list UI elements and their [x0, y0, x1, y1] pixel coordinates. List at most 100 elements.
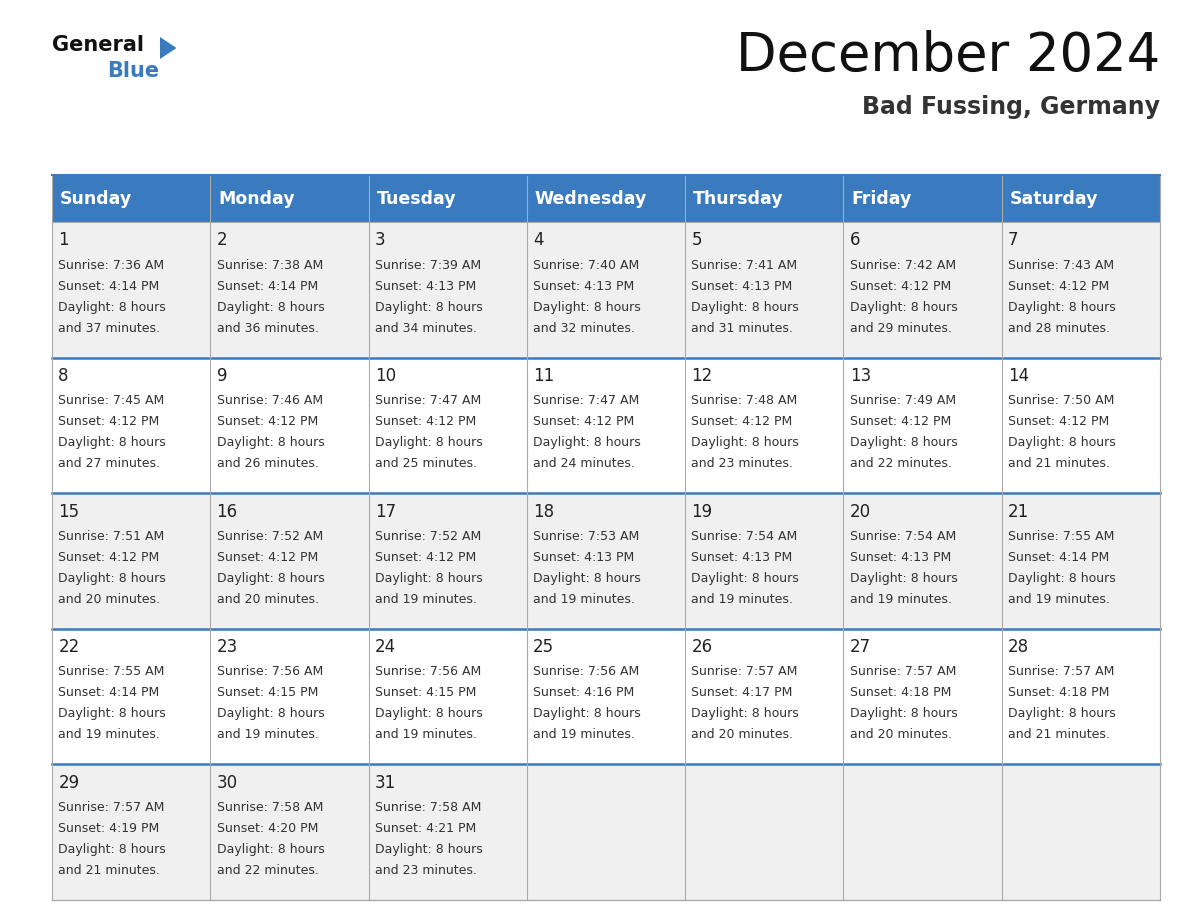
Text: 4: 4 [533, 231, 544, 250]
Text: 18: 18 [533, 503, 555, 521]
Text: Sunrise: 7:57 AM: Sunrise: 7:57 AM [691, 666, 798, 678]
Text: and 19 minutes.: and 19 minutes. [533, 729, 636, 742]
Text: Daylight: 8 hours: Daylight: 8 hours [1009, 572, 1116, 585]
Text: Daylight: 8 hours: Daylight: 8 hours [691, 708, 800, 721]
Text: Sunrise: 7:38 AM: Sunrise: 7:38 AM [216, 259, 323, 272]
Bar [685, 175, 843, 222]
Text: Sunrise: 7:56 AM: Sunrise: 7:56 AM [216, 666, 323, 678]
Text: Sunrise: 7:55 AM: Sunrise: 7:55 AM [58, 666, 165, 678]
Text: Sunrise: 7:49 AM: Sunrise: 7:49 AM [849, 394, 956, 408]
Text: Daylight: 8 hours: Daylight: 8 hours [1009, 436, 1116, 449]
Text: Sunrise: 7:58 AM: Sunrise: 7:58 AM [216, 801, 323, 814]
Text: and 32 minutes.: and 32 minutes. [533, 321, 636, 335]
Text: Daylight: 8 hours: Daylight: 8 hours [58, 301, 166, 314]
Text: Sunrise: 7:43 AM: Sunrise: 7:43 AM [1009, 259, 1114, 272]
Text: and 20 minutes.: and 20 minutes. [691, 729, 794, 742]
Text: Sunrise: 7:42 AM: Sunrise: 7:42 AM [849, 259, 956, 272]
Text: and 19 minutes.: and 19 minutes. [375, 593, 476, 606]
Text: Daylight: 8 hours: Daylight: 8 hours [533, 436, 642, 449]
Text: Sunrise: 7:58 AM: Sunrise: 7:58 AM [375, 801, 481, 814]
Bar [52, 629, 1159, 765]
Text: and 31 minutes.: and 31 minutes. [691, 321, 794, 335]
Text: Daylight: 8 hours: Daylight: 8 hours [533, 572, 642, 585]
Text: Sunrise: 7:56 AM: Sunrise: 7:56 AM [533, 666, 639, 678]
Bar [526, 175, 685, 222]
Text: Sunday: Sunday [59, 189, 132, 207]
Text: Sunrise: 7:47 AM: Sunrise: 7:47 AM [375, 394, 481, 408]
Text: Daylight: 8 hours: Daylight: 8 hours [58, 708, 166, 721]
Text: Sunrise: 7:48 AM: Sunrise: 7:48 AM [691, 394, 797, 408]
Text: Sunset: 4:19 PM: Sunset: 4:19 PM [58, 822, 159, 835]
Text: Sunset: 4:12 PM: Sunset: 4:12 PM [58, 415, 159, 428]
Text: Wednesday: Wednesday [535, 189, 647, 207]
Text: 29: 29 [58, 774, 80, 792]
Text: Sunrise: 7:50 AM: Sunrise: 7:50 AM [1009, 394, 1114, 408]
Text: Sunrise: 7:46 AM: Sunrise: 7:46 AM [216, 394, 323, 408]
Text: and 20 minutes.: and 20 minutes. [58, 593, 160, 606]
Text: 31: 31 [375, 774, 396, 792]
Text: Daylight: 8 hours: Daylight: 8 hours [375, 436, 482, 449]
Text: 11: 11 [533, 367, 555, 385]
Text: Daylight: 8 hours: Daylight: 8 hours [216, 301, 324, 314]
Text: and 23 minutes.: and 23 minutes. [375, 864, 476, 877]
Text: Sunset: 4:21 PM: Sunset: 4:21 PM [375, 822, 476, 835]
Text: 26: 26 [691, 638, 713, 656]
Text: Thursday: Thursday [693, 189, 784, 207]
Text: Friday: Friday [852, 189, 911, 207]
Text: Sunrise: 7:54 AM: Sunrise: 7:54 AM [849, 530, 956, 543]
Text: Sunrise: 7:57 AM: Sunrise: 7:57 AM [849, 666, 956, 678]
Text: Bad Fussing, Germany: Bad Fussing, Germany [862, 95, 1159, 119]
Text: Sunrise: 7:39 AM: Sunrise: 7:39 AM [375, 259, 481, 272]
Bar [52, 493, 1159, 629]
Text: 27: 27 [849, 638, 871, 656]
Text: Sunset: 4:12 PM: Sunset: 4:12 PM [216, 415, 318, 428]
Text: Sunset: 4:13 PM: Sunset: 4:13 PM [533, 280, 634, 293]
Text: 2: 2 [216, 231, 227, 250]
Text: 15: 15 [58, 503, 80, 521]
Text: Sunset: 4:18 PM: Sunset: 4:18 PM [1009, 687, 1110, 700]
Text: Daylight: 8 hours: Daylight: 8 hours [849, 572, 958, 585]
Text: and 21 minutes.: and 21 minutes. [1009, 457, 1110, 470]
Text: Sunset: 4:12 PM: Sunset: 4:12 PM [691, 415, 792, 428]
Text: 5: 5 [691, 231, 702, 250]
Bar [368, 175, 526, 222]
Text: Daylight: 8 hours: Daylight: 8 hours [533, 708, 642, 721]
Text: Sunrise: 7:41 AM: Sunrise: 7:41 AM [691, 259, 797, 272]
Text: Daylight: 8 hours: Daylight: 8 hours [216, 572, 324, 585]
Text: and 28 minutes.: and 28 minutes. [1009, 321, 1110, 335]
Text: 17: 17 [375, 503, 396, 521]
Text: Sunset: 4:12 PM: Sunset: 4:12 PM [375, 551, 476, 564]
Text: and 26 minutes.: and 26 minutes. [216, 457, 318, 470]
Text: and 21 minutes.: and 21 minutes. [1009, 729, 1110, 742]
Text: Sunset: 4:14 PM: Sunset: 4:14 PM [1009, 551, 1110, 564]
Text: 12: 12 [691, 367, 713, 385]
Text: and 21 minutes.: and 21 minutes. [58, 864, 160, 877]
Text: Daylight: 8 hours: Daylight: 8 hours [375, 572, 482, 585]
Text: 6: 6 [849, 231, 860, 250]
Text: Blue: Blue [107, 61, 159, 81]
Text: Sunset: 4:12 PM: Sunset: 4:12 PM [849, 280, 952, 293]
Text: Daylight: 8 hours: Daylight: 8 hours [849, 301, 958, 314]
Text: Sunset: 4:12 PM: Sunset: 4:12 PM [375, 415, 476, 428]
Text: Daylight: 8 hours: Daylight: 8 hours [216, 708, 324, 721]
Text: Sunrise: 7:51 AM: Sunrise: 7:51 AM [58, 530, 165, 543]
Text: and 36 minutes.: and 36 minutes. [216, 321, 318, 335]
Text: 7: 7 [1009, 231, 1018, 250]
Text: Daylight: 8 hours: Daylight: 8 hours [58, 572, 166, 585]
Text: and 34 minutes.: and 34 minutes. [375, 321, 476, 335]
Text: Sunset: 4:13 PM: Sunset: 4:13 PM [691, 280, 792, 293]
Text: 13: 13 [849, 367, 871, 385]
Text: 30: 30 [216, 774, 238, 792]
Text: 20: 20 [849, 503, 871, 521]
Text: Sunset: 4:17 PM: Sunset: 4:17 PM [691, 687, 792, 700]
Text: Sunset: 4:12 PM: Sunset: 4:12 PM [58, 551, 159, 564]
Text: and 24 minutes.: and 24 minutes. [533, 457, 636, 470]
Text: and 29 minutes.: and 29 minutes. [849, 321, 952, 335]
Text: 16: 16 [216, 503, 238, 521]
Text: and 19 minutes.: and 19 minutes. [375, 729, 476, 742]
Text: and 25 minutes.: and 25 minutes. [375, 457, 476, 470]
Text: 8: 8 [58, 367, 69, 385]
Text: Sunset: 4:15 PM: Sunset: 4:15 PM [375, 687, 476, 700]
Text: and 19 minutes.: and 19 minutes. [1009, 593, 1110, 606]
Text: Sunrise: 7:53 AM: Sunrise: 7:53 AM [533, 530, 639, 543]
